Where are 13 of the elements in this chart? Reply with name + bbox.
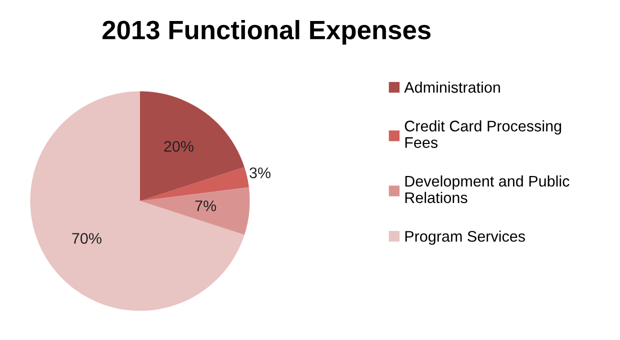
data-label: 20% [164, 140, 194, 152]
legend-label: Program Services [405, 230, 525, 245]
pie-slice [140, 91, 244, 201]
data-label: 7% [195, 200, 216, 212]
legend-label: Administration [404, 82, 500, 93]
data-label: 3% [250, 167, 271, 178]
pie-slice [140, 187, 250, 235]
chart-title: 2013 Functional Expenses [102, 20, 431, 45]
pie-slice [140, 167, 249, 201]
pie-slice [30, 91, 244, 311]
legend-label: Credit Card Processing Fees [404, 120, 562, 148]
legend-label: Development and Public Relations [405, 175, 570, 204]
data-label: 70% [72, 233, 102, 244]
